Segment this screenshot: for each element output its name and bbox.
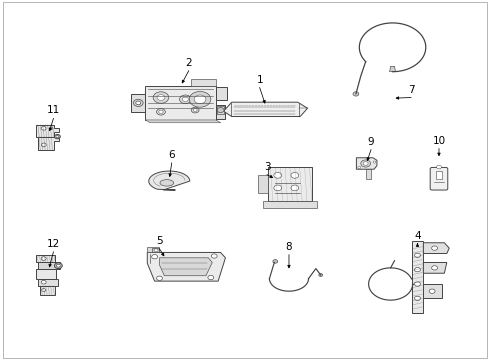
Text: 1: 1	[256, 75, 263, 85]
Circle shape	[319, 274, 323, 276]
Polygon shape	[412, 241, 423, 313]
Circle shape	[56, 264, 60, 267]
Text: 4: 4	[414, 231, 421, 241]
Circle shape	[50, 127, 53, 130]
Polygon shape	[147, 247, 159, 252]
Circle shape	[194, 95, 206, 104]
Polygon shape	[390, 66, 395, 72]
Circle shape	[437, 165, 441, 169]
Circle shape	[189, 91, 211, 107]
Circle shape	[193, 109, 197, 112]
Polygon shape	[217, 107, 224, 114]
Circle shape	[373, 161, 376, 163]
Circle shape	[136, 101, 141, 105]
Circle shape	[291, 172, 299, 178]
Circle shape	[361, 160, 370, 167]
Circle shape	[208, 275, 214, 280]
Circle shape	[41, 257, 46, 260]
FancyBboxPatch shape	[430, 167, 448, 190]
Circle shape	[154, 249, 158, 252]
Polygon shape	[131, 94, 145, 112]
Circle shape	[179, 95, 191, 104]
Polygon shape	[149, 171, 190, 190]
Circle shape	[274, 185, 282, 191]
Circle shape	[41, 143, 46, 147]
Text: 8: 8	[286, 242, 293, 252]
Polygon shape	[356, 158, 377, 169]
Text: 5: 5	[156, 236, 163, 246]
Circle shape	[42, 289, 46, 292]
Circle shape	[191, 107, 199, 113]
Circle shape	[274, 172, 282, 178]
Polygon shape	[423, 284, 442, 298]
Text: 11: 11	[47, 105, 60, 116]
Polygon shape	[423, 262, 447, 273]
Circle shape	[415, 267, 420, 272]
Circle shape	[54, 263, 62, 269]
Polygon shape	[152, 248, 159, 252]
Circle shape	[415, 282, 420, 286]
Polygon shape	[36, 269, 56, 279]
Circle shape	[133, 99, 143, 107]
Circle shape	[152, 255, 158, 259]
Circle shape	[41, 280, 46, 284]
Polygon shape	[147, 252, 225, 281]
Text: 2: 2	[186, 58, 192, 68]
Circle shape	[217, 108, 224, 113]
Polygon shape	[436, 171, 442, 179]
Text: 10: 10	[432, 136, 445, 145]
Circle shape	[429, 289, 435, 293]
Circle shape	[273, 260, 278, 263]
Text: 6: 6	[169, 150, 175, 160]
Circle shape	[54, 134, 60, 139]
Polygon shape	[216, 105, 225, 119]
Text: 7: 7	[408, 85, 415, 95]
Polygon shape	[224, 102, 308, 117]
Circle shape	[157, 276, 162, 280]
Polygon shape	[216, 87, 227, 100]
Polygon shape	[40, 286, 55, 295]
Circle shape	[358, 166, 361, 168]
Polygon shape	[263, 201, 317, 208]
Polygon shape	[192, 80, 216, 86]
Polygon shape	[268, 167, 312, 201]
Circle shape	[363, 162, 368, 165]
Circle shape	[415, 253, 420, 257]
Circle shape	[415, 296, 420, 301]
Circle shape	[432, 246, 438, 250]
Circle shape	[291, 185, 299, 191]
Circle shape	[353, 92, 359, 96]
Polygon shape	[36, 125, 59, 136]
Polygon shape	[38, 136, 59, 150]
Text: 9: 9	[368, 137, 374, 147]
Polygon shape	[366, 169, 370, 179]
Circle shape	[182, 97, 188, 102]
Circle shape	[159, 110, 163, 113]
Polygon shape	[38, 262, 60, 269]
Circle shape	[157, 95, 165, 100]
Circle shape	[432, 266, 438, 270]
Text: 3: 3	[264, 162, 270, 172]
Polygon shape	[258, 175, 268, 193]
Polygon shape	[145, 86, 216, 120]
Polygon shape	[159, 258, 212, 276]
Polygon shape	[36, 255, 55, 262]
Circle shape	[211, 254, 217, 258]
Polygon shape	[423, 243, 449, 253]
Text: 12: 12	[47, 239, 60, 249]
Circle shape	[157, 109, 165, 115]
Polygon shape	[145, 120, 221, 123]
Circle shape	[153, 92, 169, 103]
Circle shape	[41, 127, 46, 130]
Circle shape	[56, 135, 59, 138]
Ellipse shape	[160, 180, 173, 186]
Polygon shape	[38, 279, 58, 286]
